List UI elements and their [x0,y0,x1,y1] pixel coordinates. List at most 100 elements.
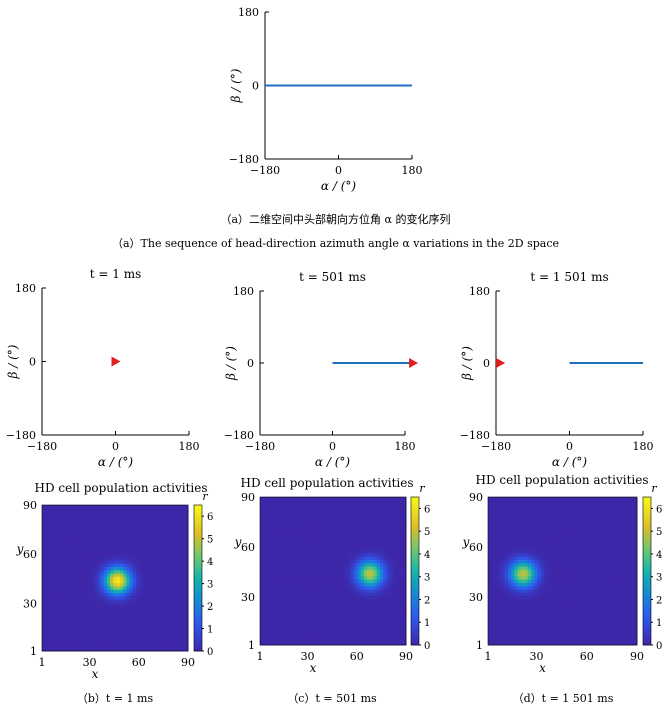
c2-heatmap-cell [380,575,384,580]
b2-heatmap-cell [119,517,124,522]
d2-heatmap-cell [491,635,496,639]
d2-heatmap-cell [501,582,505,587]
c2-heatmap-cell [295,500,300,504]
d2-heatmap-cell [517,635,522,639]
c2-heatmap-cell [363,598,368,603]
c2-heatmap-cell [354,631,358,636]
b2-heatmap-cell [155,641,160,645]
c2-heatmap-cell [292,523,297,527]
b2-heatmap-cell [113,530,118,535]
c2-heatmap-cell [337,618,342,623]
b2-heatmap-cell [152,514,156,519]
c2-heatmap-cell [272,612,277,616]
b2-heatmap-cell [113,517,118,522]
c2-heatmap-cell [344,608,348,613]
b2-heatmap-cell [67,605,72,610]
b2-heatmap-cell [42,569,46,574]
b2-heatmap-cell [58,599,62,603]
b2-heatmap-cell [97,550,101,555]
c2-heatmap-cell [279,631,284,636]
c2-heatmap-cell [389,628,394,633]
d2-heatmap-cell [491,546,496,551]
d2-heatmap-cell [501,539,505,544]
c2-heatmap-cell [350,605,355,610]
c2-heatmap-cell [282,526,287,531]
b2-heatmap-cell [42,615,46,619]
b2-heatmap-cell [113,618,118,623]
b2-heatmap-cell [48,537,53,542]
b2-heatmap-cell [132,579,137,584]
d1-x-tick-label: −180 [481,440,511,453]
d2-heatmap-cell [540,612,545,616]
d2-heatmap-cell [501,575,505,580]
b2-heatmap-cell [48,634,53,639]
d2-heatmap-cell [501,625,505,629]
b2-heatmap-cell [175,573,179,577]
c2-heatmap-cell [350,516,355,521]
d2-heatmap-cell [517,621,522,626]
d2-heatmap-cell [507,579,512,583]
b2-heatmap-cell [142,641,147,645]
c2-heatmap-cell [298,625,303,629]
c2-heatmap-cell [347,585,352,590]
b2-heatmap-cell [145,625,150,629]
d2-heatmap-cell [534,592,539,597]
b2-heatmap-cell [54,599,59,603]
b2-heatmap-cell [84,537,88,542]
c2-heatmap-cell [328,506,332,511]
d2-heatmap-cell [527,585,532,590]
c2-heatmap-cell [331,556,336,560]
b2-heatmap-cell [61,573,66,577]
c2-heatmap-cell [276,621,280,626]
c2-heatmap-cell [376,500,381,504]
c2-heatmap-cell [292,612,297,616]
b2-heatmap-cell [77,521,82,525]
c2-heatmap-cell [305,529,310,534]
c2-heatmap-cell [324,510,329,514]
b2-heatmap-cell [168,537,173,542]
d2-heatmap-cell [491,592,496,597]
c2-colorbar-segment [411,589,419,594]
c2-heatmap-cell [295,575,300,580]
d2-heatmap-cell [504,595,509,600]
b2-heatmap-cell [51,521,56,525]
c2-heatmap-cell [347,618,352,623]
b2-heatmap-cell [54,566,59,571]
c2-heatmap-cell [344,625,348,629]
d2-heatmap-cell [511,641,515,646]
c2-heatmap-cell [276,569,280,574]
c2-heatmap-cell [383,520,387,524]
b2-heatmap-cell [126,537,130,542]
b2-colorbar-segment [194,618,202,623]
b2-heatmap-cell [110,592,114,597]
b2-heatmap-cell [181,550,186,555]
b2-colorbar-segment [194,599,202,604]
b2-heatmap-cell [116,608,121,613]
c2-heatmap-cell [396,552,400,557]
d2-heatmap-cell [534,625,539,629]
c2-heatmap-cell [360,497,365,501]
c2-heatmap-cell [328,569,332,574]
d2-heatmap-cell [521,598,525,603]
d2-heatmap-cell [497,612,502,616]
c2-heatmap-cell [282,552,287,557]
b2-heatmap-cell [145,547,150,551]
c2-heatmap-cell [269,621,274,626]
c2-heatmap-cell [380,585,384,590]
c2-colorbar-segment [411,626,419,631]
c2-heatmap-cell [360,608,365,613]
b2-heatmap-cell [45,586,49,590]
b2-heatmap-cell [129,586,134,590]
b2-heatmap-cell [171,621,176,626]
c2-heatmap-cell [305,628,310,633]
c2-heatmap-cell [302,608,306,613]
c2-heatmap-cell [285,536,290,541]
c2-heatmap-cell [341,625,345,629]
b2-heatmap-cell [116,543,121,548]
a-y-tick-label: 180 [238,6,259,19]
b2-heatmap-cell [87,599,92,603]
c2-heatmap-cell [350,552,355,557]
c2-heatmap-cell [298,608,303,613]
b2-heatmap-cell [152,508,156,512]
c2-heatmap-cell [302,520,306,524]
